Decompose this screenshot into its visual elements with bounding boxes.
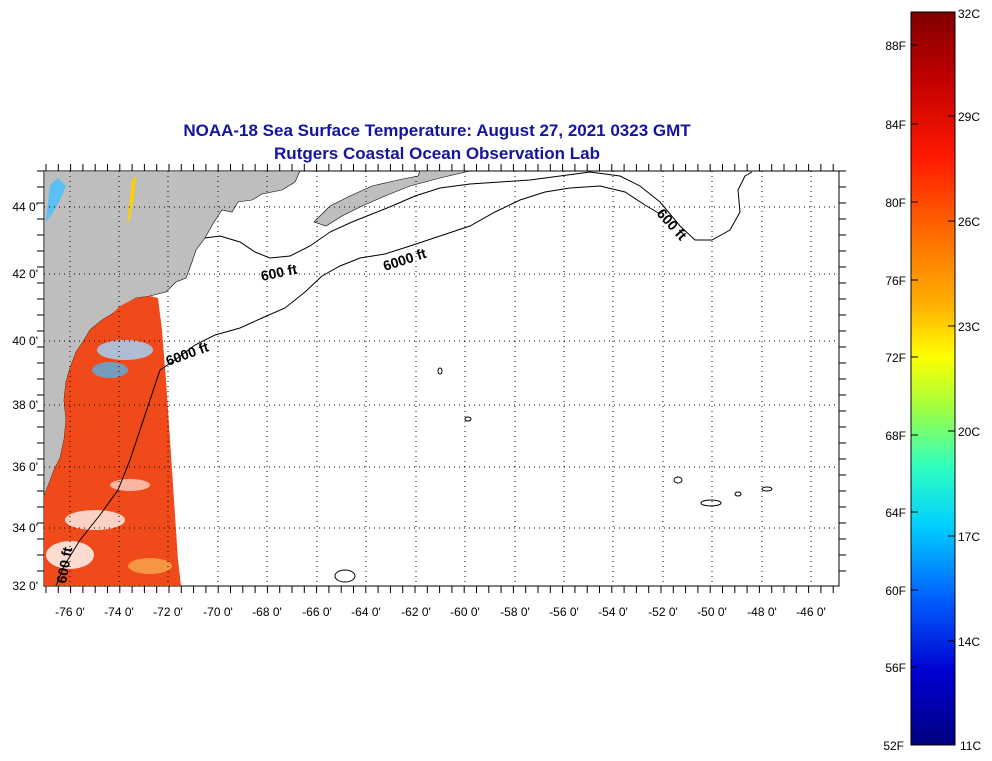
lat-label: 36 0': [12, 460, 38, 474]
lon-label: -56 0': [549, 605, 579, 619]
colorbar-c-label: 20C: [958, 425, 980, 439]
contour-label: 600 ft: [259, 261, 298, 284]
seamount-outline: [437, 367, 443, 375]
colorbar-f-label: 76F: [885, 274, 906, 288]
axis-ticks: [37, 164, 846, 593]
colorbar-c-label: 32C: [958, 7, 980, 21]
colorbar-f-label: 64F: [885, 506, 906, 520]
map-grid: [44, 171, 839, 586]
cool-patch: [92, 362, 128, 378]
colorbar-f-label: 84F: [885, 118, 906, 132]
seamount-outline: [761, 486, 773, 492]
colorbar-f-label: 68F: [885, 429, 906, 443]
lon-label: -62 0': [401, 605, 431, 619]
colorbar-c-label: 26C: [958, 215, 980, 229]
longitude-labels: -76 0' -74 0' -72 0' -70 0' -68 0' -66 0…: [55, 605, 826, 619]
lon-label: -66 0': [302, 605, 332, 619]
lon-label: -54 0': [598, 605, 628, 619]
lon-label: -72 0': [153, 605, 183, 619]
lon-label: -48 0': [747, 605, 777, 619]
map-title: NOAA-18 Sea Surface Temperature: August …: [183, 121, 691, 140]
seamount-outline: [734, 491, 742, 497]
contour-label: 600 ft: [53, 545, 75, 584]
lon-label: -58 0': [500, 605, 530, 619]
colorbar-f-label: 80F: [885, 196, 906, 210]
contour-600ft: [204, 171, 753, 259]
lon-label: -68 0': [252, 605, 282, 619]
nova-scotia: [313, 171, 471, 227]
cool-patch: [97, 340, 153, 360]
lon-label: -70 0': [203, 605, 233, 619]
latitude-labels: 44 0' 42 0' 40 0' 38 0' 36 0' 34 0' 32 0…: [12, 200, 38, 593]
lon-label: -76 0': [55, 605, 85, 619]
lat-label: 42 0': [12, 267, 38, 281]
cloud-patch: [110, 479, 150, 491]
colorbar-c-label: 17C: [958, 530, 980, 544]
lon-label: -50 0': [697, 605, 727, 619]
colorbar-c-label: 11C: [960, 739, 981, 753]
colorbar-f-label: 88F: [885, 39, 906, 53]
colorbar-gradient: [910, 11, 956, 746]
lat-label: 44 0': [12, 200, 38, 214]
seamount-outline: [334, 569, 356, 583]
map-panel[interactable]: 600 ft 6000 ft 600 ft 6000 ft 600 ft: [37, 164, 846, 593]
contour-6000ft: [159, 185, 661, 371]
lon-label: -64 0': [351, 605, 381, 619]
colorbar-f-label: 52F: [883, 739, 904, 753]
colorbar-ticks: [911, 44, 955, 668]
cloud-patch: [46, 541, 94, 569]
coastal-data: [127, 176, 136, 226]
seamount-outline: [700, 499, 722, 507]
seamount-outline: [673, 476, 683, 484]
colorbar-f-label: 56F: [885, 661, 906, 675]
coastal-data: [46, 178, 66, 222]
lon-label: -46 0': [796, 605, 826, 619]
lat-label: 34 0': [12, 521, 38, 535]
lon-label: -52 0': [648, 605, 678, 619]
contour-6000ft-south: [55, 369, 161, 586]
warm-patch: [128, 558, 172, 574]
colorbar-f-label: 72F: [885, 351, 906, 365]
lat-label: 32 0': [12, 579, 38, 593]
lat-label: 38 0': [12, 398, 38, 412]
lon-label: -60 0': [450, 605, 480, 619]
colorbar: 88F 84F 80F 76F 72F 68F 64F 60F 56F 52F …: [883, 7, 981, 753]
map-subtitle: Rutgers Coastal Ocean Observation Lab: [274, 144, 600, 163]
lon-label: -74 0': [104, 605, 134, 619]
colorbar-c-label: 29C: [958, 110, 980, 124]
colorbar-c-label: 23C: [958, 320, 980, 334]
colorbar-c-label: 14C: [958, 635, 980, 649]
lat-label: 40 0': [12, 334, 38, 348]
cloud-patch: [65, 510, 125, 530]
colorbar-f-label: 60F: [885, 584, 906, 598]
seamount-outline: [464, 416, 472, 422]
